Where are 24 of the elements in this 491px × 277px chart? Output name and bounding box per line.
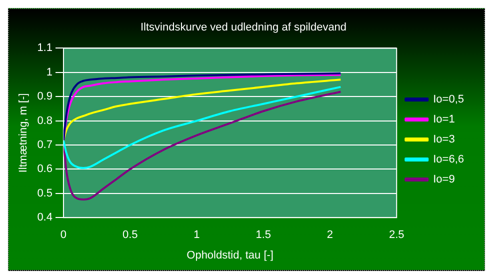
x-tick-label: 1 [194, 229, 200, 242]
x-tick-label: 2 [326, 229, 334, 242]
legend-label: Io=1 [433, 114, 455, 126]
x-tick-label: 0 [60, 229, 67, 242]
y-axis-title: Iltmætning, m [-] [18, 93, 30, 173]
x-tick-label: 1.5 [256, 229, 272, 242]
legend-label: Io=9 [433, 174, 455, 186]
y-tick-label: 1.1 [37, 42, 52, 54]
legend-label: Io=0,5 [433, 94, 464, 106]
x-tick-label: 2.5 [388, 229, 404, 242]
y-tick-label: 1 [46, 66, 52, 78]
y-tick-label: 0.6 [37, 163, 52, 176]
y-tick-label: 0.4 [37, 212, 52, 224]
y-tick-label: 0.7 [37, 139, 52, 152]
legend-label: Io=6,6 [433, 154, 464, 166]
y-tick-label: 0.8 [37, 114, 52, 127]
chart-title: Iltsvindskurve ved udledning af spildevand [140, 22, 347, 34]
y-tick-label: 0.5 [37, 187, 52, 200]
line-series [63, 86, 342, 169]
x-tick-label: 0.5 [122, 229, 138, 242]
y-tick-label: 0.9 [37, 90, 52, 103]
x-axis-title: Opholdstid, tau [-] [186, 249, 274, 262]
legend-label: Io=3 [433, 134, 455, 146]
line-series [63, 90, 342, 200]
